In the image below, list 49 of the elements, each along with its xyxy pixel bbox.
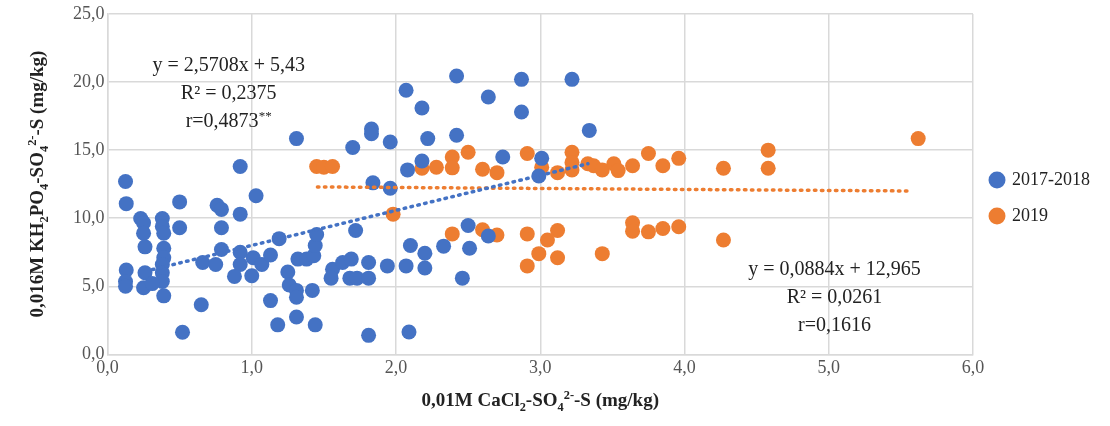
point xyxy=(671,150,687,166)
x-tick-label: 5,0 xyxy=(817,356,840,377)
point xyxy=(760,142,776,158)
annotation: y = 2,5708x + 5,43 xyxy=(152,52,305,76)
point xyxy=(428,159,444,175)
x-tick-label: 3,0 xyxy=(529,356,552,377)
x-tick-label: 6,0 xyxy=(961,356,985,377)
y-tick-label: 25,0 xyxy=(73,2,105,23)
point xyxy=(640,224,656,240)
point xyxy=(519,146,535,162)
y-tick-label: 15,0 xyxy=(73,138,105,159)
point xyxy=(475,161,491,177)
point xyxy=(715,160,731,176)
point xyxy=(655,220,671,236)
y-tick-label: 10,0 xyxy=(73,206,105,227)
point xyxy=(444,226,460,242)
point xyxy=(625,158,641,174)
annotation: r=0,4873$^{**}$ xyxy=(185,107,272,133)
legend-label: 2017-2018 xyxy=(1012,168,1091,189)
point xyxy=(531,246,547,262)
point xyxy=(655,158,671,174)
point xyxy=(519,226,535,242)
y-tick-label: 20,0 xyxy=(73,70,105,91)
point xyxy=(444,160,460,176)
point xyxy=(910,131,926,147)
annotation: y = 0,0884x + 12,965 xyxy=(748,256,921,280)
point xyxy=(594,162,610,178)
point xyxy=(610,163,626,179)
y-tick-label: 5,0 xyxy=(82,275,105,296)
x-tick-label: 4,0 xyxy=(673,356,696,377)
point xyxy=(715,232,731,248)
point xyxy=(550,250,566,266)
x-tick-label: 1,0 xyxy=(240,356,263,377)
annotation: r=0,1616 xyxy=(798,312,871,336)
legend-label: 2019 xyxy=(1012,204,1049,225)
x-tick-label: 2,0 xyxy=(384,356,408,377)
annotation: R² = 0,0261 xyxy=(786,284,883,308)
point xyxy=(519,258,535,274)
point xyxy=(760,160,776,176)
point xyxy=(640,146,656,162)
point xyxy=(325,159,341,174)
point xyxy=(489,165,505,181)
point xyxy=(671,219,687,235)
point xyxy=(460,144,476,160)
point xyxy=(539,232,555,248)
annotation: R² = 0,2375 xyxy=(180,80,277,104)
point xyxy=(594,246,610,262)
x-axis-title: 0,01M CaCl$_{2}$-SO$_{4}$$^{2-}$-S (mg/kg) xyxy=(421,388,659,416)
point xyxy=(550,222,566,238)
